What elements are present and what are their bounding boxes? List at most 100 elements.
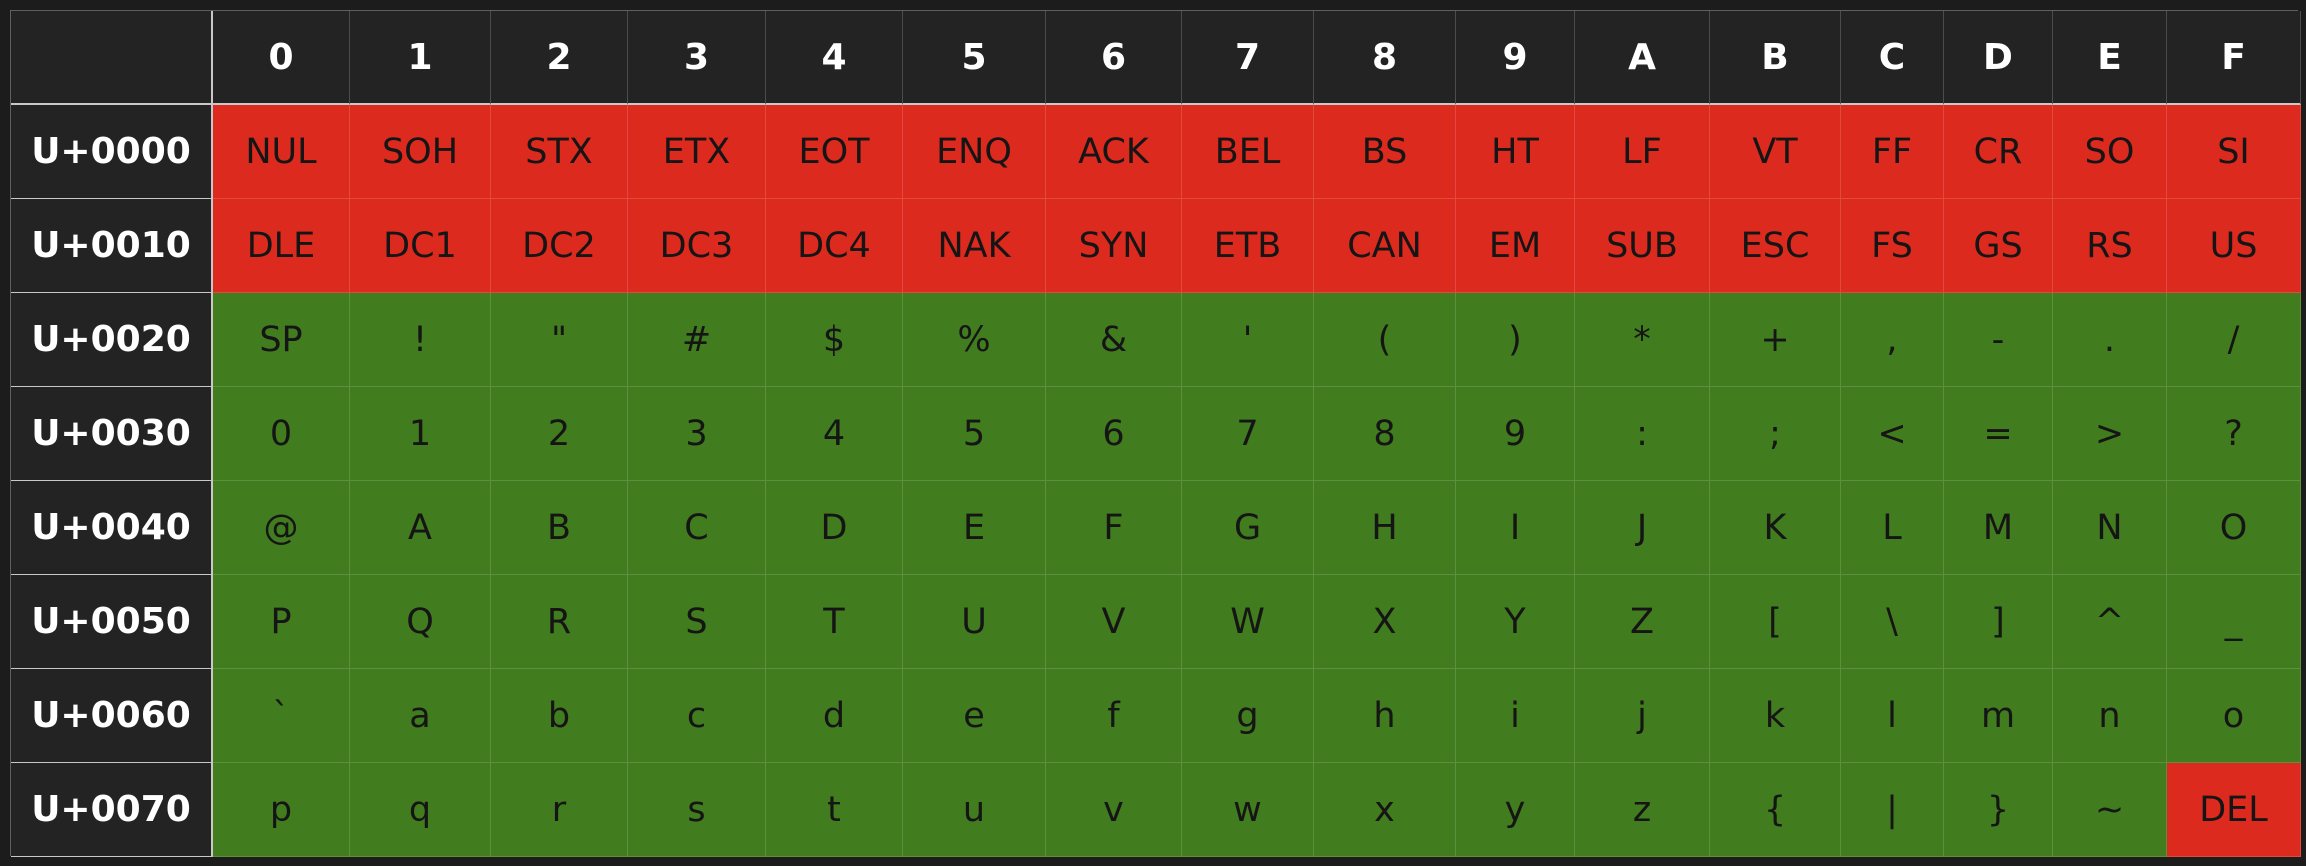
printable-character-cell: c: [628, 669, 766, 763]
column-header: C: [1841, 11, 1944, 105]
row-header: U+0010: [11, 199, 213, 293]
control-character-cell: DC3: [628, 199, 766, 293]
printable-character-cell: 8: [1314, 387, 1456, 481]
printable-character-cell: ": [491, 293, 628, 387]
printable-character-cell: i: [1456, 669, 1575, 763]
printable-character-cell: q: [350, 763, 491, 857]
control-character-cell: BEL: [1182, 105, 1314, 199]
printable-character-cell: V: [1046, 575, 1182, 669]
printable-character-cell: T: [766, 575, 903, 669]
printable-character-cell: L: [1841, 481, 1944, 575]
control-character-cell: US: [2167, 199, 2301, 293]
control-character-cell: SYN: [1046, 199, 1182, 293]
printable-character-cell: F: [1046, 481, 1182, 575]
printable-character-cell: {: [1710, 763, 1841, 857]
printable-character-cell: k: [1710, 669, 1841, 763]
control-character-cell: LF: [1575, 105, 1710, 199]
column-header: A: [1575, 11, 1710, 105]
printable-character-cell: 6: [1046, 387, 1182, 481]
printable-character-cell: K: [1710, 481, 1841, 575]
printable-character-cell: f: [1046, 669, 1182, 763]
row-header: U+0040: [11, 481, 213, 575]
control-character-cell: EM: [1456, 199, 1575, 293]
control-character-cell: DC1: [350, 199, 491, 293]
printable-character-cell: E: [903, 481, 1046, 575]
printable-character-cell: -: [1944, 293, 2053, 387]
column-header: 4: [766, 11, 903, 105]
printable-character-cell: N: [2053, 481, 2167, 575]
printable-character-cell: ): [1456, 293, 1575, 387]
ascii-code-table: 0 1 2 3 4 5 6 7 8 9 A B C D E F U+0000 NUL SOH STX ETX EOT ENQ…: [10, 10, 2301, 857]
printable-character-cell: b: [491, 669, 628, 763]
control-character-cell: BS: [1314, 105, 1456, 199]
control-character-cell: SOH: [350, 105, 491, 199]
printable-character-cell: z: [1575, 763, 1710, 857]
printable-character-cell: 3: [628, 387, 766, 481]
printable-character-cell: G: [1182, 481, 1314, 575]
control-character-cell: NAK: [903, 199, 1046, 293]
control-character-cell: HT: [1456, 105, 1575, 199]
printable-character-cell: S: [628, 575, 766, 669]
printable-character-cell: Q: [350, 575, 491, 669]
printable-character-cell: &: [1046, 293, 1182, 387]
printable-character-cell: ,: [1841, 293, 1944, 387]
printable-character-cell: d: [766, 669, 903, 763]
printable-character-cell: SP: [213, 293, 350, 387]
printable-character-cell: 2: [491, 387, 628, 481]
printable-character-cell: 9: [1456, 387, 1575, 481]
control-character-cell: CR: [1944, 105, 2053, 199]
printable-character-cell: |: [1841, 763, 1944, 857]
printable-character-cell: s: [628, 763, 766, 857]
column-header: 2: [491, 11, 628, 105]
control-character-cell: STX: [491, 105, 628, 199]
printable-character-cell: >: [2053, 387, 2167, 481]
column-header: B: [1710, 11, 1841, 105]
printable-character-cell: A: [350, 481, 491, 575]
table-corner: [11, 11, 213, 105]
control-character-cell: CAN: [1314, 199, 1456, 293]
control-character-cell: ETX: [628, 105, 766, 199]
printable-character-cell: \: [1841, 575, 1944, 669]
printable-character-cell: H: [1314, 481, 1456, 575]
printable-character-cell: ?: [2167, 387, 2301, 481]
printable-character-cell: J: [1575, 481, 1710, 575]
printable-character-cell: 7: [1182, 387, 1314, 481]
row-header: U+0060: [11, 669, 213, 763]
printable-character-cell: 5: [903, 387, 1046, 481]
printable-character-cell: x: [1314, 763, 1456, 857]
printable-character-cell: D: [766, 481, 903, 575]
printable-character-cell: (: [1314, 293, 1456, 387]
printable-character-cell: U: [903, 575, 1046, 669]
printable-character-cell: $: [766, 293, 903, 387]
printable-character-cell: C: [628, 481, 766, 575]
control-character-cell: FS: [1841, 199, 1944, 293]
column-header: D: [1944, 11, 2053, 105]
printable-character-cell: M: [1944, 481, 2053, 575]
printable-character-cell: j: [1575, 669, 1710, 763]
control-character-cell: ETB: [1182, 199, 1314, 293]
printable-character-cell: v: [1046, 763, 1182, 857]
control-character-cell: DLE: [213, 199, 350, 293]
control-character-cell: FF: [1841, 105, 1944, 199]
column-header: 1: [350, 11, 491, 105]
printable-character-cell: }: [1944, 763, 2053, 857]
row-header: U+0030: [11, 387, 213, 481]
printable-character-cell: Y: [1456, 575, 1575, 669]
printable-character-cell: !: [350, 293, 491, 387]
printable-character-cell: B: [491, 481, 628, 575]
printable-character-cell: 1: [350, 387, 491, 481]
printable-character-cell: p: [213, 763, 350, 857]
control-character-cell: DEL: [2167, 763, 2301, 857]
column-header: 7: [1182, 11, 1314, 105]
row-header: U+0050: [11, 575, 213, 669]
printable-character-cell: =: [1944, 387, 2053, 481]
printable-character-cell: @: [213, 481, 350, 575]
printable-character-cell: :: [1575, 387, 1710, 481]
column-header: 8: [1314, 11, 1456, 105]
printable-character-cell: g: [1182, 669, 1314, 763]
printable-character-cell: *: [1575, 293, 1710, 387]
control-character-cell: DC2: [491, 199, 628, 293]
control-character-cell: SO: [2053, 105, 2167, 199]
printable-character-cell: ^: [2053, 575, 2167, 669]
printable-character-cell: X: [1314, 575, 1456, 669]
